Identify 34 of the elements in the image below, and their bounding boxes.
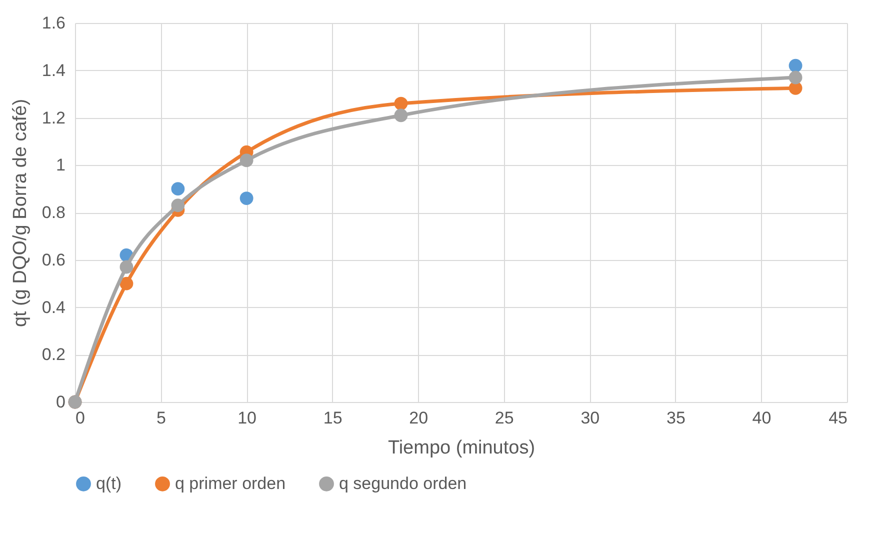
x-axis-title: Tiempo (minutos) — [388, 438, 536, 458]
point — [240, 154, 254, 168]
y-tick-label: 0.6 — [42, 250, 66, 270]
legend-label: q primer orden — [175, 474, 286, 493]
x-tick-label: 45 — [828, 408, 848, 428]
point — [394, 108, 408, 122]
x-tick-label: 20 — [409, 408, 428, 428]
x-tick-label: 25 — [494, 408, 514, 428]
y-tick-label: 1.6 — [42, 14, 66, 32]
x-tick-label: 15 — [323, 408, 342, 428]
point — [171, 182, 185, 196]
point — [120, 276, 134, 290]
y-axis-title: qt (g DQO/g Borra de café) — [10, 98, 31, 328]
x-tick-label: 0 — [76, 408, 85, 428]
x-tick-label: 40 — [752, 408, 772, 428]
point — [120, 260, 134, 274]
x-tick-label: 30 — [580, 408, 600, 428]
y-tick-label: 0 — [56, 392, 66, 412]
y-tick-label: 0.2 — [42, 345, 66, 364]
point — [394, 96, 408, 110]
x-tick-label: 10 — [238, 408, 257, 428]
point — [788, 70, 802, 84]
point — [240, 192, 254, 205]
legend-label: q(t) — [96, 474, 122, 493]
y-tick-label: 1.4 — [42, 60, 66, 80]
x-tick-label: 35 — [666, 408, 686, 428]
legend-label: q segundo orden — [339, 474, 467, 493]
y-tick-label: 1 — [56, 156, 66, 175]
point — [788, 58, 802, 72]
x-tick-label: 5 — [156, 408, 166, 428]
point — [171, 198, 185, 212]
y-tick-label: 0.8 — [42, 203, 66, 222]
y-tick-label: 1.2 — [42, 108, 66, 128]
y-tick-label: 0.4 — [42, 298, 66, 317]
